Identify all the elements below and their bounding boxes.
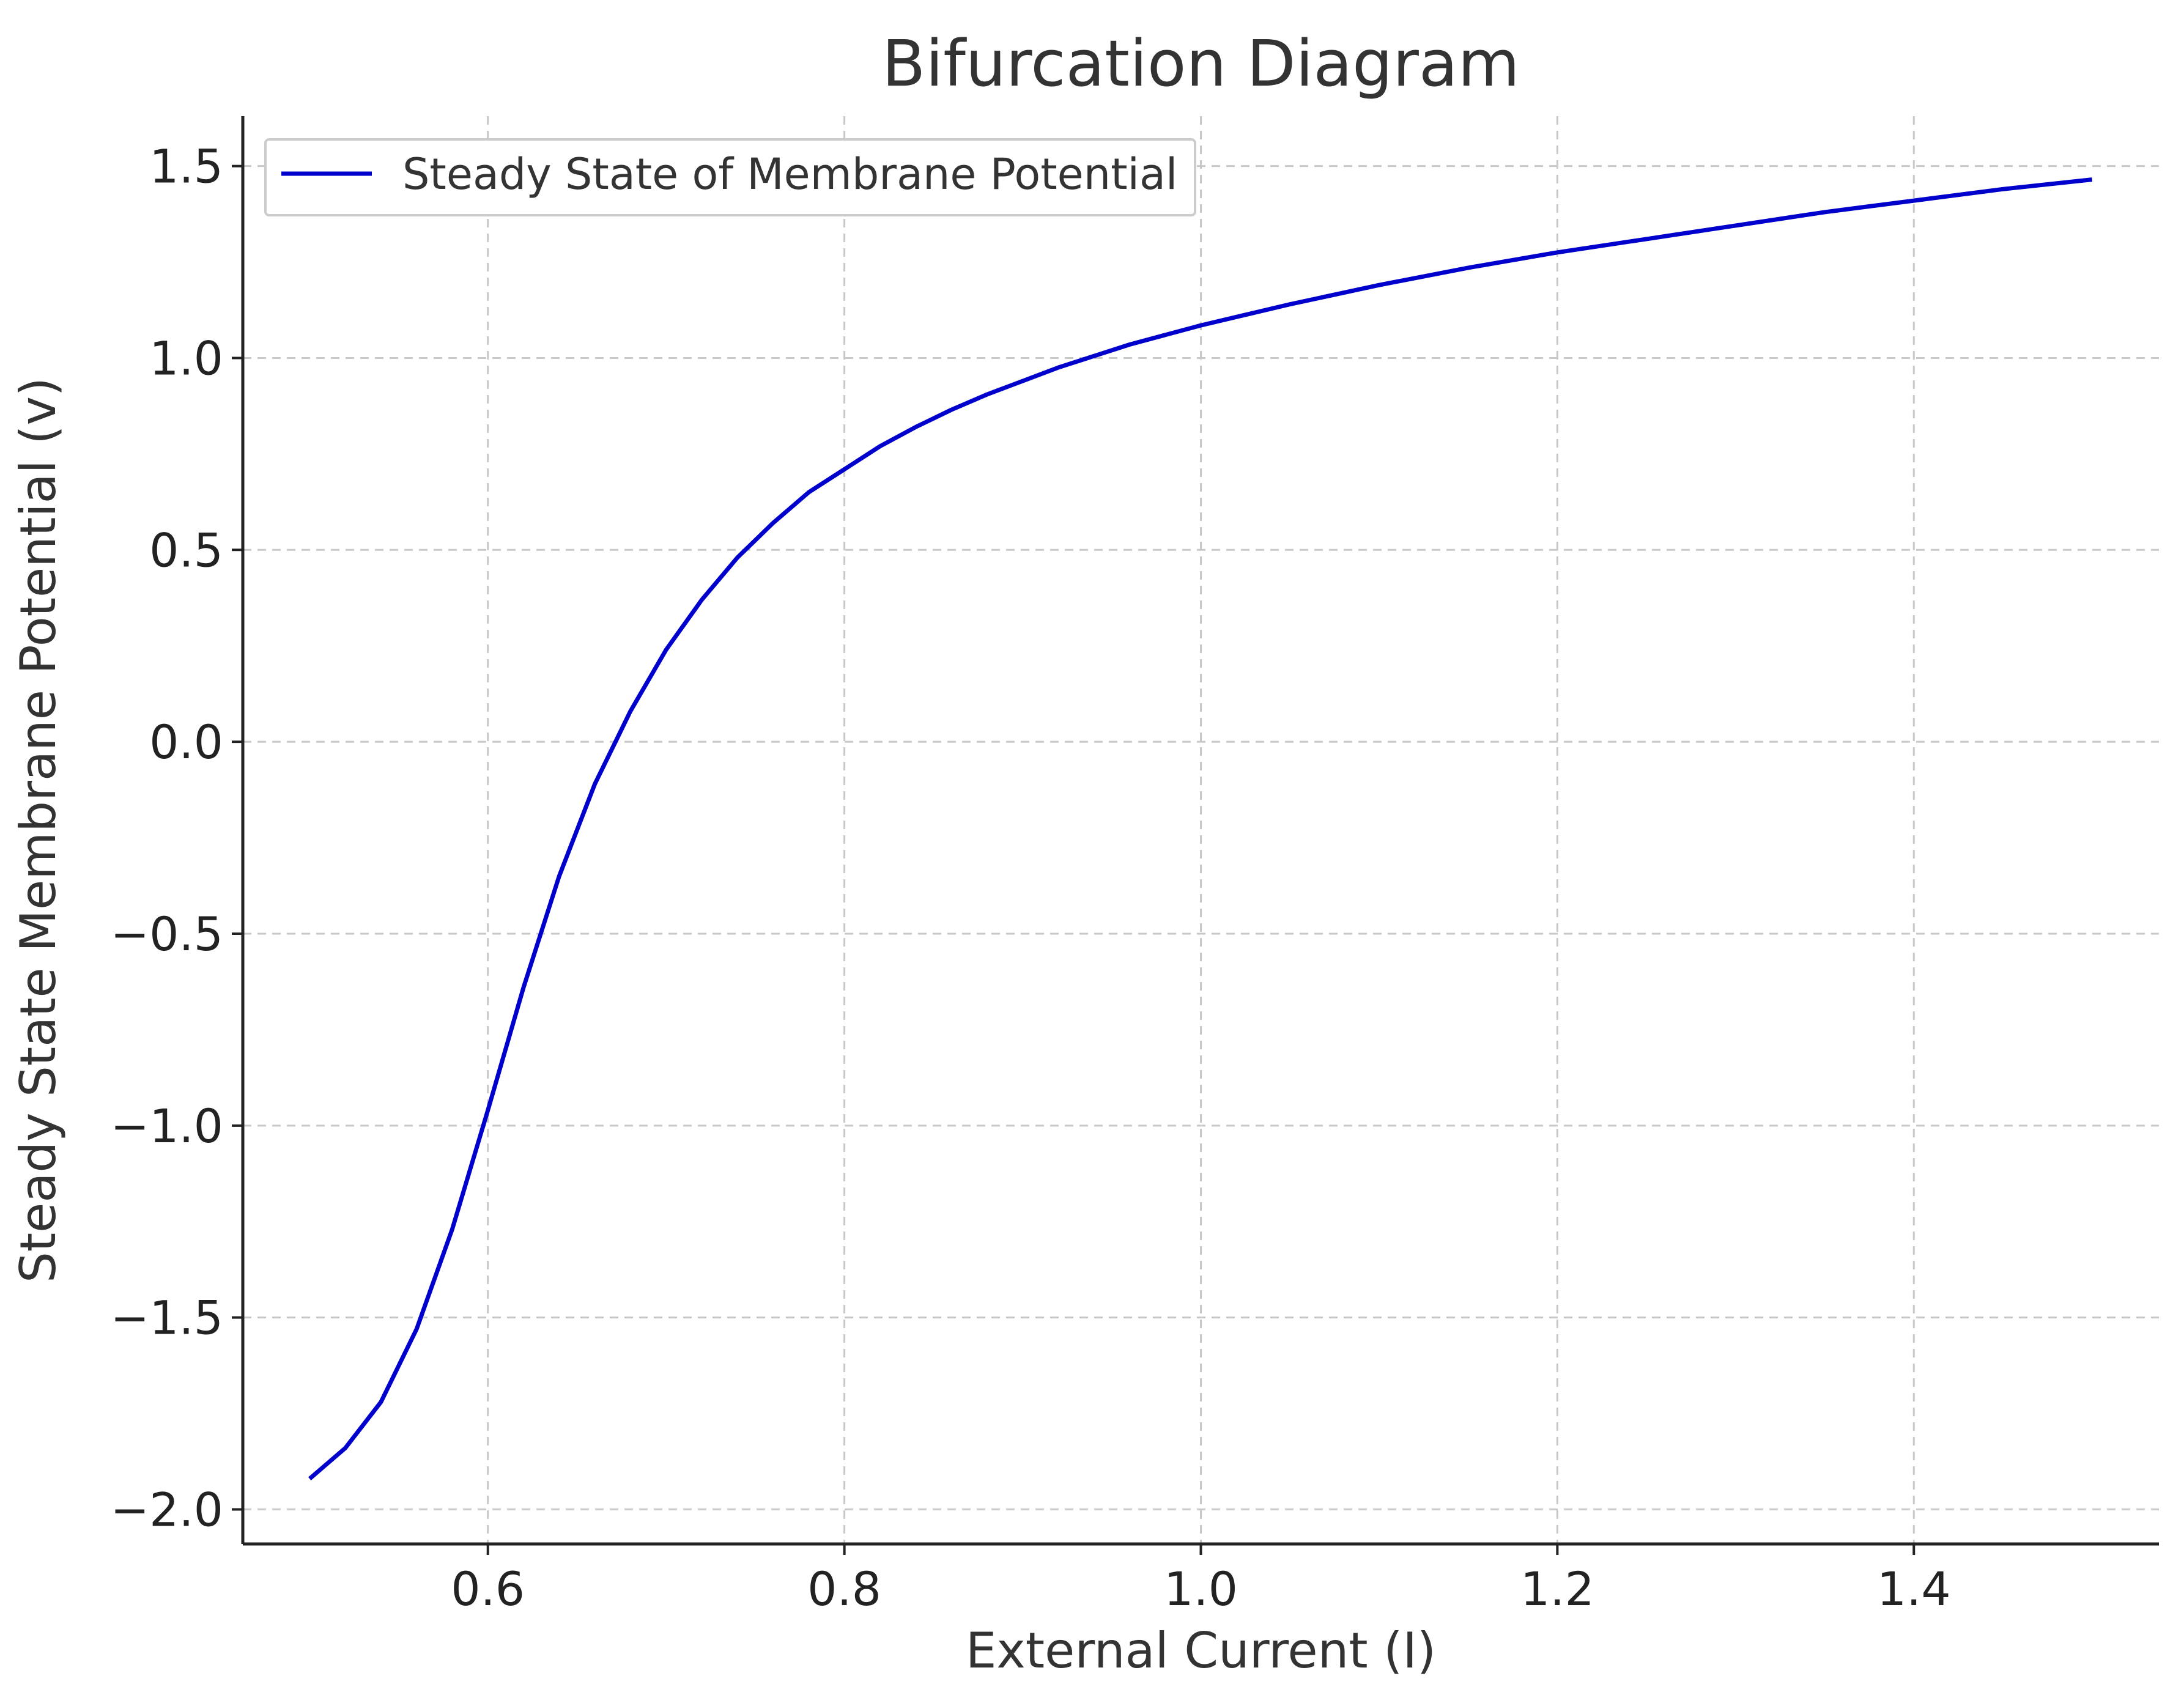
x-tick-label-2: 1.0 [1164, 1562, 1238, 1616]
x-tick-label-0: 0.6 [451, 1562, 525, 1616]
x-tick-label-3: 1.2 [1520, 1562, 1594, 1616]
ticks-layer: 0.6 0.8 1.0 1.2 1.4 1.5 1.0 0.5 0.0 −0.5 −1.0 −1.5 −… [110, 139, 1950, 1616]
x-axis-label: External Current (I) [966, 1622, 1436, 1679]
series-line-0 [308, 177, 2093, 1480]
y-tick-label-0: 1.5 [149, 139, 223, 194]
y-tick-label-4: −0.5 [110, 907, 223, 961]
y-tick-label-7: −2.0 [110, 1483, 223, 1537]
y-axis-label: Steady State Membrane Potential (v) [10, 377, 67, 1283]
y-tick-label-2: 0.5 [149, 523, 223, 577]
grid-layer [243, 116, 2159, 1544]
legend-box [264, 138, 1196, 216]
y-tick-label-6: −1.5 [110, 1291, 223, 1345]
x-tick-label-4: 1.4 [1877, 1562, 1951, 1616]
legend: Steady State of Membrane Potential [264, 138, 1196, 216]
series-layer [308, 177, 2093, 1480]
legend-label: Steady State of Membrane Potential [402, 149, 1177, 199]
y-tick-label-5: −1.0 [110, 1099, 223, 1153]
y-tick-label-1: 1.0 [149, 331, 223, 385]
x-tick-label-1: 0.8 [807, 1562, 881, 1616]
y-tick-label-3: 0.0 [149, 715, 223, 769]
chart-title: Bifurcation Diagram [882, 26, 1520, 101]
